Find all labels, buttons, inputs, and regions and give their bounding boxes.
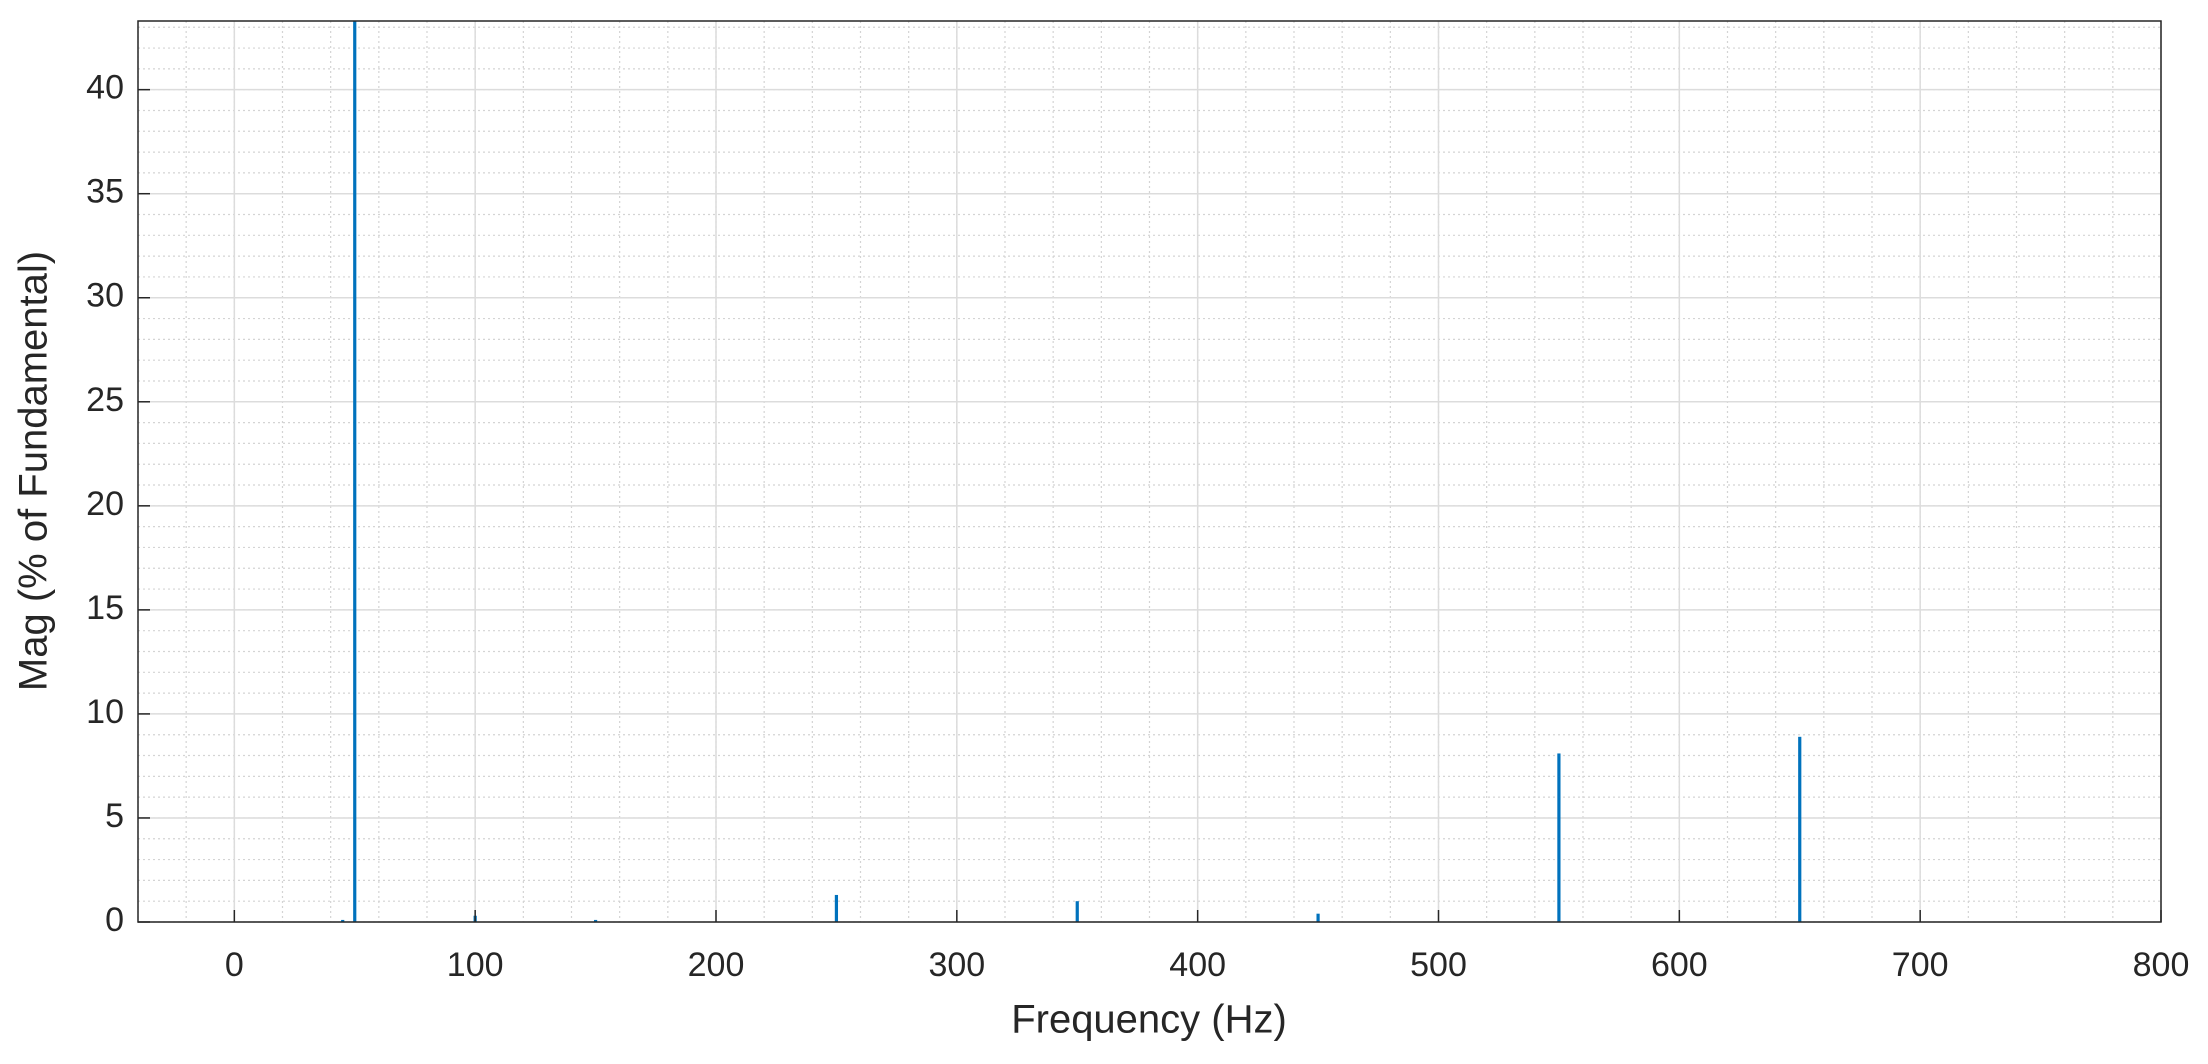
y-tick-label: 35 — [86, 173, 124, 211]
x-tick-label: 200 — [688, 946, 745, 984]
x-tick-label: 0 — [225, 946, 244, 984]
x-tick-label: 800 — [2133, 946, 2190, 984]
bar — [1316, 913, 1320, 922]
x-tick-label: 600 — [1651, 946, 1708, 984]
axes-box — [137, 20, 2162, 923]
x-tick-label: 500 — [1410, 946, 1467, 984]
bar — [593, 919, 598, 922]
y-tick-label: 40 — [86, 69, 124, 107]
x-tick-label: 400 — [1169, 946, 1226, 984]
bar — [1075, 901, 1079, 922]
y-tick-label: 20 — [86, 485, 124, 523]
y-tick-label: 0 — [105, 901, 124, 939]
y-tick-label: 10 — [86, 693, 124, 731]
bar — [834, 894, 839, 922]
bar — [1798, 736, 1802, 922]
y-tick-label: 25 — [86, 381, 124, 419]
bar — [341, 919, 345, 922]
y-axis-label: Mag (% of Fundamental) — [12, 251, 56, 691]
y-tick-label: 15 — [86, 589, 124, 627]
x-tick-label: 700 — [1892, 946, 1949, 984]
bar — [353, 21, 357, 922]
y-tick-label: 30 — [86, 277, 124, 315]
x-tick-label: 300 — [928, 946, 985, 984]
bar — [1557, 753, 1561, 922]
y-tick-label: 5 — [105, 797, 124, 835]
x-tick-label: 100 — [447, 946, 504, 984]
x-axis-label: Frequency (Hz) — [1011, 998, 1287, 1042]
